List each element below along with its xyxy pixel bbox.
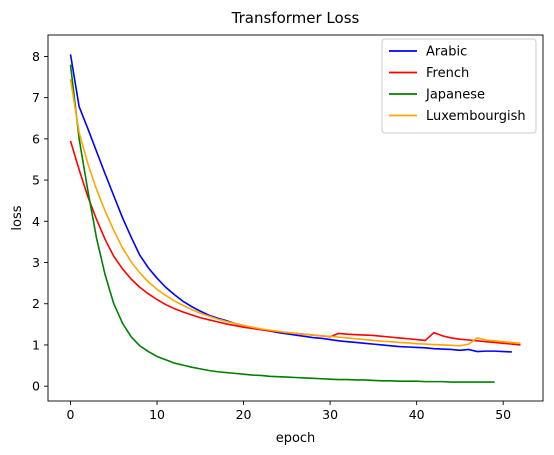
x-tick-label: 20 <box>236 407 252 422</box>
legend-label-french: French <box>426 66 469 81</box>
y-tick-label: 3 <box>32 255 40 270</box>
series-line-luxembourgish <box>69 78 521 347</box>
series-line-japanese <box>69 64 495 383</box>
plot-area <box>47 34 544 402</box>
x-tick-label: 50 <box>495 407 511 422</box>
series-line-arabic <box>69 54 512 353</box>
legend: Arabic French Japanese Luxembourgish <box>381 38 537 134</box>
y-tick-label: 8 <box>32 49 40 64</box>
y-tick-label: 0 <box>32 379 40 394</box>
y-axis-label: loss <box>10 205 25 230</box>
legend-box <box>381 38 537 134</box>
chart-title: Transformer Loss <box>231 9 360 27</box>
y-tick-label: 7 <box>32 90 40 105</box>
x-axis-ticks: 0 10 20 30 40 50 <box>67 401 511 422</box>
y-tick-label: 5 <box>32 173 40 188</box>
y-axis-ticks: 0 1 2 3 4 5 6 7 8 <box>32 49 48 394</box>
x-tick-label: 30 <box>322 407 338 422</box>
legend-label-arabic: Arabic <box>426 45 467 60</box>
series-line-french <box>69 140 521 346</box>
x-tick-label: 40 <box>409 407 425 422</box>
y-tick-label: 4 <box>32 214 40 229</box>
y-tick-label: 6 <box>32 131 40 146</box>
legend-label-japanese: Japanese <box>425 88 485 103</box>
y-tick-label: 1 <box>32 337 40 352</box>
x-axis-label: epoch <box>276 431 316 446</box>
legend-label-luxembourgish: Luxembourgish <box>426 109 526 124</box>
x-tick-label: 0 <box>67 407 75 422</box>
axes-frame <box>47 34 544 402</box>
x-tick-label: 10 <box>149 407 165 422</box>
y-tick-label: 2 <box>32 296 40 311</box>
